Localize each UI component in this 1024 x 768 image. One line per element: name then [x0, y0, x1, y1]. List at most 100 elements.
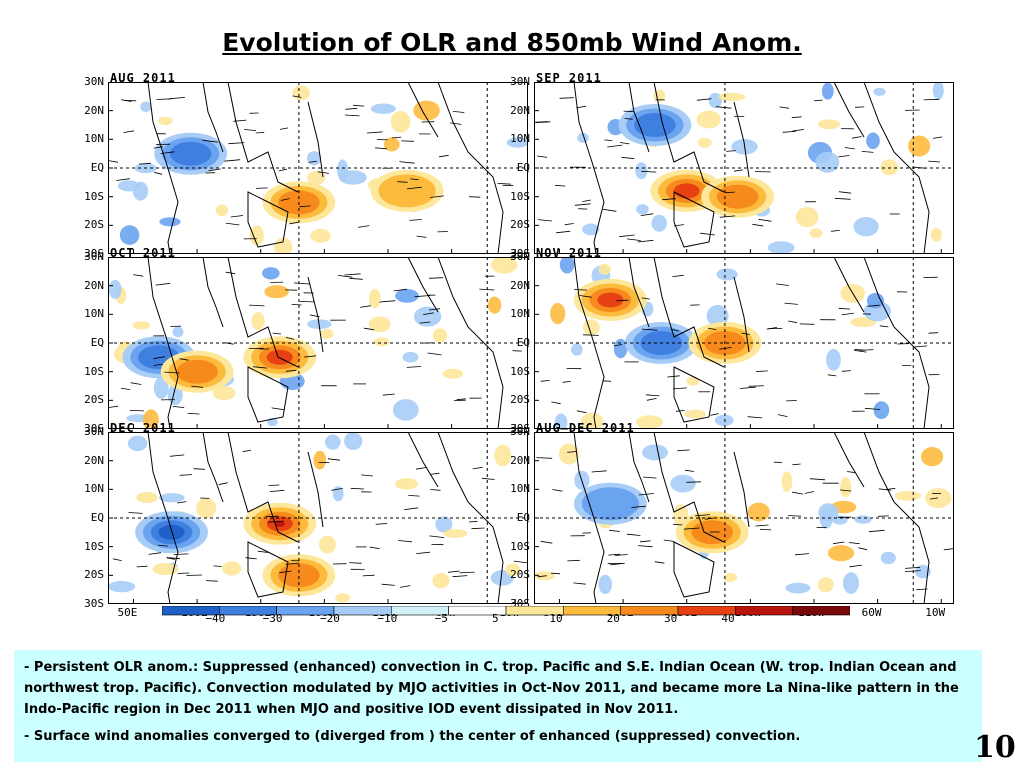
wind-arrow: [667, 375, 680, 378]
wind-arrow: [108, 160, 119, 163]
anomaly-blob: [153, 377, 169, 399]
colorbar-label: −40: [205, 612, 226, 625]
map-panel: NOV 201130N20N10NEQ10S20S30S50E100E150E1…: [510, 246, 954, 444]
anomaly-blob: [723, 573, 738, 582]
anomaly-blob: [222, 561, 242, 576]
wind-arrow: [208, 168, 221, 172]
coastline: [247, 366, 289, 423]
anomaly-blob: [373, 337, 390, 347]
wind-arrow: [741, 332, 750, 335]
wind-arrow: [393, 288, 407, 292]
wind-arrow: [179, 474, 193, 476]
anomaly-blob: [582, 223, 600, 236]
wind-arrow: [193, 468, 206, 470]
wind-arrow: [582, 199, 591, 202]
anomaly-blob: [383, 137, 400, 152]
wind-arrow: [788, 320, 798, 324]
wind-arrow: [827, 374, 837, 377]
wind-arrow: [429, 277, 444, 279]
wind-arrow: [360, 305, 372, 308]
wind-arrow: [609, 529, 620, 532]
wind-arrow: [228, 142, 245, 145]
wind-arrow: [337, 275, 353, 278]
wind-arrow: [878, 488, 891, 491]
wind-arrow: [187, 413, 200, 415]
wind-arrow: [244, 129, 257, 131]
wind-arrow: [747, 416, 763, 419]
coastline: [147, 257, 179, 429]
y-tick-label: 10N: [510, 307, 530, 321]
y-tick-label: 10N: [510, 482, 530, 496]
anomaly-blob: [580, 412, 604, 429]
y-tick-label: 10N: [510, 132, 530, 146]
anomaly-blob: [487, 296, 502, 314]
wind-arrow: [225, 271, 236, 275]
wind-arrow: [834, 197, 851, 200]
coastline: [628, 257, 650, 328]
wind-arrow: [279, 570, 292, 574]
colorbar-label: −20: [320, 612, 340, 625]
wind-arrow: [206, 580, 218, 582]
y-tick-label: 20N: [84, 453, 104, 467]
wind-arrow: [700, 232, 715, 236]
wind-arrow: [637, 239, 654, 243]
wind-arrow: [809, 478, 826, 481]
anomaly-blob: [850, 317, 877, 328]
wind-arrow: [225, 222, 240, 226]
anomaly-blob: [795, 207, 819, 228]
wind-arrow: [230, 215, 244, 218]
anomaly-blob: [215, 204, 229, 217]
wind-arrow: [582, 334, 599, 336]
wind-arrow: [610, 562, 625, 566]
wind-arrow: [353, 104, 365, 107]
map-panel: OCT 201130N20N10NEQ10S20S30S50E100E150E1…: [84, 246, 528, 444]
anomaly-blob: [866, 292, 885, 309]
y-tick-label: 20S: [84, 568, 104, 582]
anomaly-blob: [853, 217, 879, 237]
anomaly-blob: [651, 214, 667, 232]
anomaly-blob: [152, 562, 179, 576]
anomaly-blob: [714, 414, 734, 426]
wind-arrow: [155, 282, 171, 286]
map-panel: SEP 201130N20N10NEQ10S20S30S50E100E150E1…: [510, 71, 954, 269]
anomaly-blob: [598, 263, 611, 275]
coastline: [147, 432, 179, 604]
coastline: [307, 451, 324, 528]
wind-arrow: [265, 515, 279, 518]
wind-arrow: [641, 297, 650, 300]
y-tick-label: 30S: [84, 422, 104, 435]
wind-arrow: [672, 387, 687, 390]
wind-arrow: [327, 458, 341, 461]
wind-arrow: [361, 474, 374, 477]
wind-arrow: [641, 170, 657, 173]
wind-arrow: [369, 546, 380, 550]
anomaly-blob: [264, 285, 289, 299]
wind-arrow: [363, 327, 375, 331]
wind-arrow: [481, 477, 495, 480]
wind-arrow: [534, 121, 548, 123]
anomaly-blob: [140, 101, 152, 113]
wind-arrow: [929, 497, 939, 500]
wind-arrow: [624, 118, 633, 120]
wind-arrow: [213, 565, 222, 567]
anomaly-blob: [613, 338, 628, 359]
wind-arrow: [879, 325, 889, 328]
y-tick-label: 30N: [510, 250, 530, 263]
wind-arrow: [245, 557, 257, 560]
wind-arrow: [536, 457, 553, 459]
wind-arrow: [497, 183, 512, 185]
wind-arrow: [409, 219, 422, 221]
wind-arrow: [784, 302, 798, 305]
wind-arrow: [166, 557, 175, 560]
note-wind: - Surface wind anomalies converged to (d…: [24, 729, 801, 744]
wind-arrow: [415, 467, 427, 470]
wind-arrow: [112, 558, 122, 561]
wind-arrow: [777, 414, 788, 417]
wind-arrow: [804, 491, 815, 494]
wind-arrow: [646, 398, 657, 401]
wind-arrow: [358, 225, 370, 228]
colorbar-swatch: [792, 605, 851, 616]
wind-arrow: [381, 583, 395, 586]
wind-arrow: [293, 282, 310, 285]
wind-arrow: [289, 221, 299, 225]
